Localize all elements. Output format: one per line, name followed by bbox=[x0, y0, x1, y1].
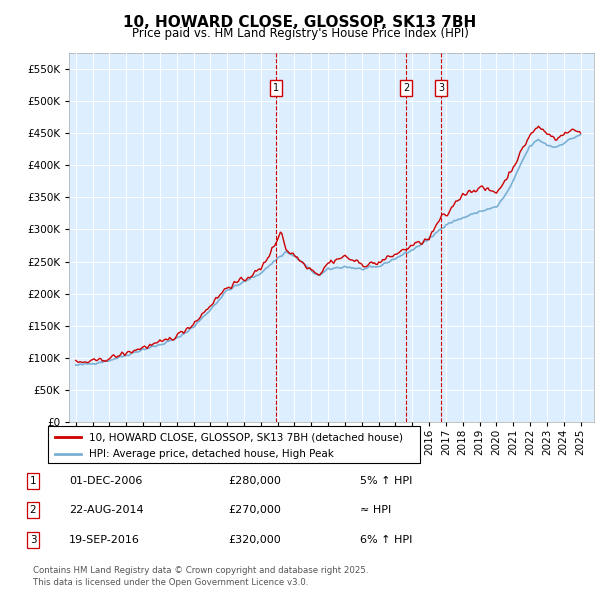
Text: 2: 2 bbox=[403, 83, 409, 93]
Text: £280,000: £280,000 bbox=[228, 476, 281, 486]
FancyBboxPatch shape bbox=[48, 426, 420, 463]
Text: 5% ↑ HPI: 5% ↑ HPI bbox=[360, 476, 412, 486]
Text: HPI: Average price, detached house, High Peak: HPI: Average price, detached house, High… bbox=[89, 449, 334, 459]
Text: Price paid vs. HM Land Registry's House Price Index (HPI): Price paid vs. HM Land Registry's House … bbox=[131, 27, 469, 40]
Text: 10, HOWARD CLOSE, GLOSSOP, SK13 7BH (detached house): 10, HOWARD CLOSE, GLOSSOP, SK13 7BH (det… bbox=[89, 432, 403, 442]
Text: 3: 3 bbox=[438, 83, 444, 93]
Text: 1: 1 bbox=[29, 476, 37, 486]
Text: 10, HOWARD CLOSE, GLOSSOP, SK13 7BH: 10, HOWARD CLOSE, GLOSSOP, SK13 7BH bbox=[124, 15, 476, 30]
Text: Contains HM Land Registry data © Crown copyright and database right 2025.
This d: Contains HM Land Registry data © Crown c… bbox=[33, 566, 368, 587]
Text: £320,000: £320,000 bbox=[228, 535, 281, 545]
Text: 19-SEP-2016: 19-SEP-2016 bbox=[69, 535, 140, 545]
Text: £270,000: £270,000 bbox=[228, 506, 281, 515]
Text: 3: 3 bbox=[29, 535, 37, 545]
Text: ≈ HPI: ≈ HPI bbox=[360, 506, 391, 515]
Text: 2: 2 bbox=[29, 506, 37, 515]
Text: 1: 1 bbox=[273, 83, 280, 93]
Text: 01-DEC-2006: 01-DEC-2006 bbox=[69, 476, 142, 486]
Text: 22-AUG-2014: 22-AUG-2014 bbox=[69, 506, 143, 515]
Text: 6% ↑ HPI: 6% ↑ HPI bbox=[360, 535, 412, 545]
